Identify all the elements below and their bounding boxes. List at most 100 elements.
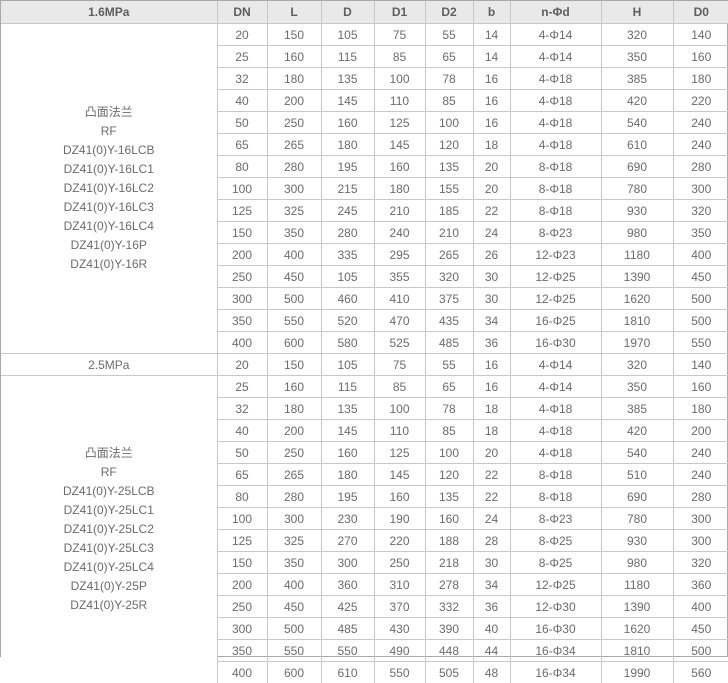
cell-s0-r5-dn: 65 xyxy=(217,134,267,156)
cell-s1-r8-d0: 300 xyxy=(673,530,728,552)
cell-s1-r7-d2: 160 xyxy=(425,508,473,530)
cell-s1-r7-b: 24 xyxy=(473,508,510,530)
cell-s0-r10-b: 26 xyxy=(473,244,510,266)
cell-s1-r13-l: 550 xyxy=(267,640,321,662)
cell-s1-r5-dn: 65 xyxy=(217,464,267,486)
cell-s1-r8-h: 930 xyxy=(601,530,673,552)
cell-s1-r8-b: 28 xyxy=(473,530,510,552)
cell-s1-r9-l: 350 xyxy=(267,552,321,574)
cell-s0-r12-d1: 410 xyxy=(374,288,425,310)
cell-s0-r10-dn: 200 xyxy=(217,244,267,266)
cell-s1-r1-dn: 25 xyxy=(217,376,267,398)
cell-s0-r2-dn: 32 xyxy=(217,68,267,90)
cell-s0-r13-n-φd: 16-Φ25 xyxy=(510,310,601,332)
cell-s1-r1-l: 160 xyxy=(267,376,321,398)
cell-s1-r8-d2: 188 xyxy=(425,530,473,552)
cell-s1-r6-h: 690 xyxy=(601,486,673,508)
cell-s0-r6-d2: 135 xyxy=(425,156,473,178)
model-label-line: DZ41(0)Y-25R xyxy=(3,596,215,615)
cell-s1-r0-dn: 20 xyxy=(217,354,267,376)
cell-s1-r8-d: 270 xyxy=(321,530,374,552)
cell-s0-r7-dn: 100 xyxy=(217,178,267,200)
cell-s1-r4-d1: 125 xyxy=(374,442,425,464)
pressure-header-16mpa: 1.6MPa xyxy=(1,1,217,24)
cell-s1-r13-dn: 350 xyxy=(217,640,267,662)
cell-s0-r11-b: 30 xyxy=(473,266,510,288)
cell-s1-r12-h: 1620 xyxy=(601,618,673,640)
cell-s1-r13-d0: 500 xyxy=(673,640,728,662)
cell-s1-r9-h: 980 xyxy=(601,552,673,574)
cell-s1-r13-d2: 448 xyxy=(425,640,473,662)
cell-s1-r10-d1: 310 xyxy=(374,574,425,596)
cell-s0-r6-n-φd: 8-Φ18 xyxy=(510,156,601,178)
cell-s0-r6-l: 280 xyxy=(267,156,321,178)
cell-s1-r10-d2: 278 xyxy=(425,574,473,596)
cell-s0-r7-l: 300 xyxy=(267,178,321,200)
col-header-l: L xyxy=(267,1,321,24)
cell-s1-r3-l: 200 xyxy=(267,420,321,442)
model-label-line: DZ41(0)Y-16LCB xyxy=(3,141,215,160)
cell-s1-r6-d: 195 xyxy=(321,486,374,508)
cell-s1-r1-b: 16 xyxy=(473,376,510,398)
col-header-d2: D2 xyxy=(425,1,473,24)
cell-s1-r9-dn: 150 xyxy=(217,552,267,574)
cell-s0-r4-dn: 50 xyxy=(217,112,267,134)
header-row: 1.6MPa DN L D D1 D2 b n-Φd H D0 xyxy=(1,1,728,24)
cell-s0-r2-l: 180 xyxy=(267,68,321,90)
cell-s1-r4-dn: 50 xyxy=(217,442,267,464)
cell-s1-r3-d0: 200 xyxy=(673,420,728,442)
cell-s0-r13-d2: 435 xyxy=(425,310,473,332)
cell-s0-r2-b: 16 xyxy=(473,68,510,90)
cell-s0-r8-b: 22 xyxy=(473,200,510,222)
cell-s1-r10-dn: 200 xyxy=(217,574,267,596)
cell-s1-r6-l: 280 xyxy=(267,486,321,508)
cell-s0-r12-d2: 375 xyxy=(425,288,473,310)
cell-s0-r4-n-φd: 4-Φ18 xyxy=(510,112,601,134)
cell-s1-r5-d2: 120 xyxy=(425,464,473,486)
cell-s0-r11-dn: 250 xyxy=(217,266,267,288)
cell-s1-r0-n-φd: 4-Φ14 xyxy=(510,354,601,376)
cell-s0-r1-n-φd: 4-Φ14 xyxy=(510,46,601,68)
model-label-line: RF xyxy=(3,122,215,141)
cell-s0-r14-dn: 400 xyxy=(217,332,267,354)
cell-s0-r8-dn: 125 xyxy=(217,200,267,222)
cell-s1-r6-n-φd: 8-Φ18 xyxy=(510,486,601,508)
cell-s0-r1-d1: 85 xyxy=(374,46,425,68)
cell-s0-r1-h: 350 xyxy=(601,46,673,68)
cell-s0-r4-d2: 100 xyxy=(425,112,473,134)
cell-s1-r5-d0: 240 xyxy=(673,464,728,486)
cell-s0-r5-d0: 240 xyxy=(673,134,728,156)
cell-s0-r12-d: 460 xyxy=(321,288,374,310)
cell-s1-r5-l: 265 xyxy=(267,464,321,486)
cell-s1-r0-l: 150 xyxy=(267,354,321,376)
col-header-dn: DN xyxy=(217,1,267,24)
cell-s1-r9-b: 30 xyxy=(473,552,510,574)
cell-s1-r14-d0: 560 xyxy=(673,662,728,683)
cell-s1-r6-d0: 280 xyxy=(673,486,728,508)
cell-s0-r11-d2: 320 xyxy=(425,266,473,288)
cell-s1-r6-b: 22 xyxy=(473,486,510,508)
cell-s0-r13-b: 34 xyxy=(473,310,510,332)
cell-s0-r13-h: 1810 xyxy=(601,310,673,332)
cell-s0-r8-h: 930 xyxy=(601,200,673,222)
cell-s1-r9-n-φd: 8-Φ25 xyxy=(510,552,601,574)
cell-s0-r14-d0: 550 xyxy=(673,332,728,354)
cell-s1-r11-dn: 250 xyxy=(217,596,267,618)
cell-s0-r14-d2: 485 xyxy=(425,332,473,354)
model-label-line: DZ41(0)Y-16R xyxy=(3,255,215,274)
cell-s1-r10-d: 360 xyxy=(321,574,374,596)
cell-s1-r12-b: 40 xyxy=(473,618,510,640)
cell-s1-r3-h: 420 xyxy=(601,420,673,442)
cell-s0-r1-d: 115 xyxy=(321,46,374,68)
cell-s1-r6-d1: 160 xyxy=(374,486,425,508)
cell-s0-r14-d: 580 xyxy=(321,332,374,354)
cell-s0-r3-h: 420 xyxy=(601,90,673,112)
cell-s1-r4-d2: 100 xyxy=(425,442,473,464)
cell-s0-r7-d0: 300 xyxy=(673,178,728,200)
cell-s1-r7-l: 300 xyxy=(267,508,321,530)
cell-s0-r12-dn: 300 xyxy=(217,288,267,310)
cell-s0-r9-l: 350 xyxy=(267,222,321,244)
cell-s0-r3-l: 200 xyxy=(267,90,321,112)
